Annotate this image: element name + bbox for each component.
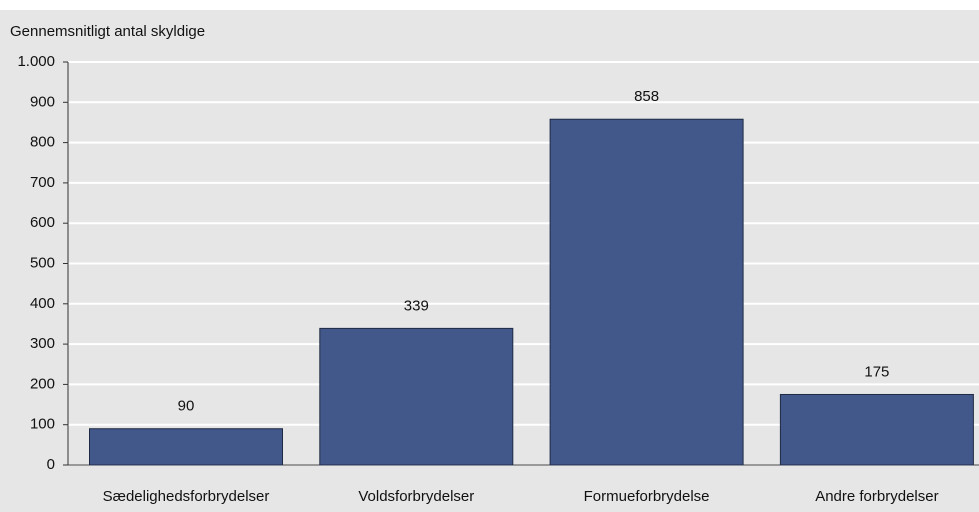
y-tick-label: 900 — [30, 93, 55, 110]
y-tick-label: 400 — [30, 295, 55, 312]
y-tick-label: 700 — [30, 174, 55, 191]
y-tick-label: 0 — [47, 456, 55, 473]
y-tick-label: 600 — [30, 214, 55, 231]
bar — [549, 118, 744, 466]
bar — [779, 393, 974, 466]
y-tick-label: 300 — [30, 335, 55, 352]
x-tick-label: Formueforbrydelse — [584, 488, 710, 505]
data-label: 90 — [178, 398, 195, 415]
data-label: 858 — [634, 88, 659, 105]
y-tick-label: 200 — [30, 375, 55, 392]
chart-title: Gennemsnitligt antal skyldige — [10, 23, 205, 40]
x-tick-label: Voldsforbrydelser — [358, 488, 474, 505]
x-tick-label: Sædelighedsforbrydelser — [103, 488, 270, 505]
y-tick-label: 800 — [30, 134, 55, 151]
y-tick-label: 500 — [30, 254, 55, 271]
y-tick-label: 100 — [30, 416, 55, 433]
y-tick-label: 1.000 — [17, 53, 55, 70]
data-label: 175 — [864, 363, 889, 380]
x-tick-label: Andre forbrydelser — [815, 488, 938, 505]
bar — [89, 428, 283, 466]
data-label: 339 — [404, 297, 429, 314]
bar — [319, 327, 514, 466]
